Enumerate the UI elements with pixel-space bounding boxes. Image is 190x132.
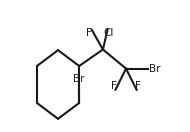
Text: Br: Br [149,64,161,74]
Text: F: F [135,81,141,91]
Text: F: F [111,81,116,91]
Text: F: F [86,28,92,38]
Text: Br: Br [73,74,85,84]
Text: Cl: Cl [104,28,114,38]
